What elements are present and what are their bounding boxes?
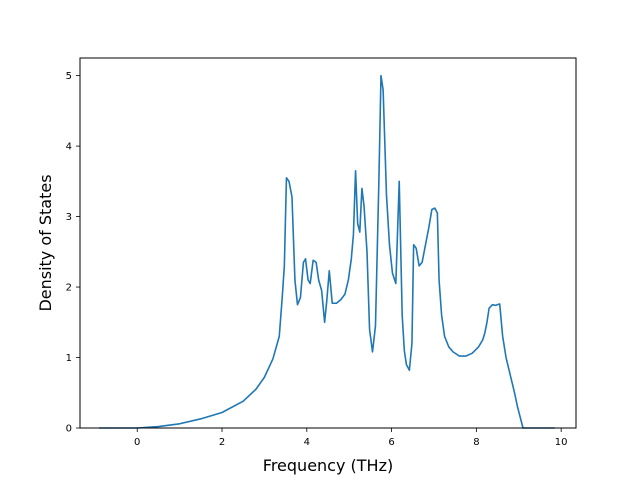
y-axis-label: Density of States bbox=[36, 174, 55, 311]
x-axis-label: Frequency (THz) bbox=[263, 456, 393, 475]
y-tick-label: 2 bbox=[66, 283, 72, 294]
x-tick-label: 4 bbox=[304, 437, 310, 448]
plot-area bbox=[80, 58, 576, 428]
y-tick-label: 4 bbox=[66, 142, 72, 153]
x-tick-label: 10 bbox=[555, 437, 568, 448]
plot-frame bbox=[79, 57, 577, 429]
x-tick-label: 6 bbox=[388, 437, 394, 448]
y-tick-label: 0 bbox=[66, 424, 72, 435]
y-tick-label: 5 bbox=[66, 71, 72, 82]
y-tick-label: 3 bbox=[66, 212, 72, 223]
x-tick-label: 0 bbox=[134, 437, 140, 448]
series-layer bbox=[99, 74, 555, 429]
x-tick-label: 8 bbox=[473, 437, 479, 448]
x-tick-label: 2 bbox=[219, 437, 225, 448]
y-tick-label: 1 bbox=[66, 353, 72, 364]
y-axis-ticks: 0 1 2 3 4 5 bbox=[66, 71, 80, 435]
dos-series-line bbox=[99, 74, 555, 429]
x-axis-ticks: 0 2 4 6 8 10 bbox=[134, 428, 568, 448]
